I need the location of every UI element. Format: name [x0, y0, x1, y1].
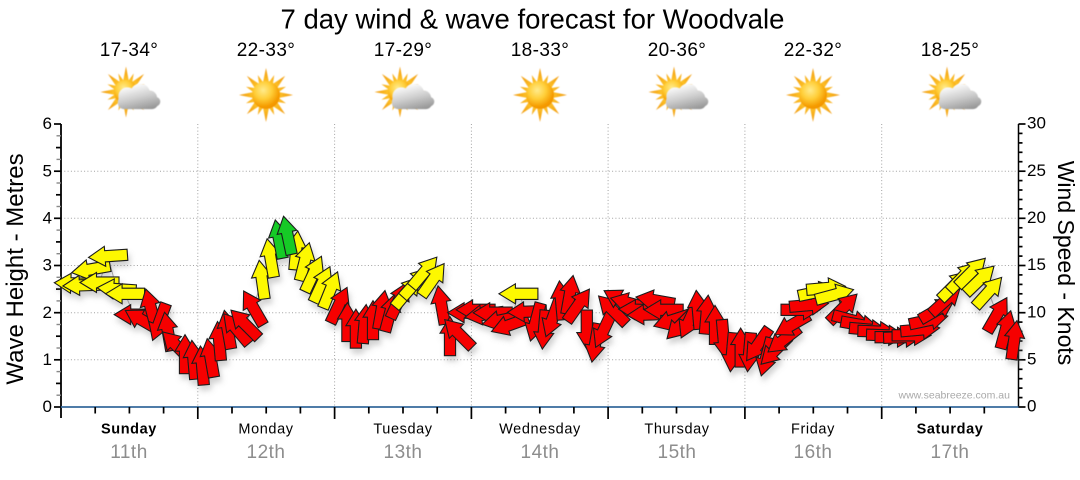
svg-text:6: 6 — [43, 114, 52, 133]
svg-text:13th: 13th — [384, 442, 423, 463]
svg-text:1: 1 — [43, 350, 52, 369]
svg-text:0: 0 — [43, 397, 52, 416]
svg-text:www.seabreeze.com.au: www.seabreeze.com.au — [898, 390, 1011, 402]
svg-text:14th: 14th — [521, 442, 560, 463]
svg-text:22-32°: 22-32° — [784, 40, 843, 61]
svg-text:22-33°: 22-33° — [237, 40, 296, 61]
svg-text:30: 30 — [1027, 114, 1046, 133]
svg-text:Saturday: Saturday — [917, 422, 984, 438]
svg-text:20: 20 — [1027, 208, 1046, 227]
svg-text:5: 5 — [43, 161, 52, 180]
svg-text:16th: 16th — [794, 442, 833, 463]
svg-text:17-34°: 17-34° — [100, 40, 159, 61]
svg-text:12th: 12th — [247, 442, 286, 463]
svg-text:Tuesday: Tuesday — [373, 422, 432, 438]
svg-text:Wind Speed - Knots: Wind Speed - Knots — [1053, 161, 1079, 366]
svg-text:Wednesday: Wednesday — [499, 422, 581, 438]
svg-text:2: 2 — [43, 303, 52, 322]
svg-text:0: 0 — [1027, 397, 1036, 416]
svg-text:11th: 11th — [110, 442, 148, 463]
svg-text:Thursday: Thursday — [644, 422, 709, 438]
svg-text:3: 3 — [43, 256, 52, 275]
svg-text:18-25°: 18-25° — [921, 40, 980, 61]
svg-text:Wave Height - Metres: Wave Height - Metres — [2, 153, 29, 384]
svg-text:18-33°: 18-33° — [511, 40, 570, 61]
svg-text:25: 25 — [1027, 161, 1046, 180]
svg-text:17-29°: 17-29° — [374, 40, 433, 61]
svg-text:15: 15 — [1027, 255, 1046, 274]
svg-text:17th: 17th — [931, 442, 970, 463]
svg-text:20-36°: 20-36° — [648, 40, 707, 61]
svg-text:Monday: Monday — [238, 422, 293, 438]
svg-text:7 day wind & wave forecast for: 7 day wind & wave forecast for Woodvale — [281, 4, 785, 35]
svg-text:Sunday: Sunday — [101, 422, 157, 438]
svg-text:5: 5 — [1027, 349, 1036, 368]
svg-text:4: 4 — [43, 209, 52, 228]
svg-text:10: 10 — [1027, 302, 1046, 321]
svg-text:15th: 15th — [658, 442, 697, 463]
svg-text:Friday: Friday — [791, 422, 835, 438]
